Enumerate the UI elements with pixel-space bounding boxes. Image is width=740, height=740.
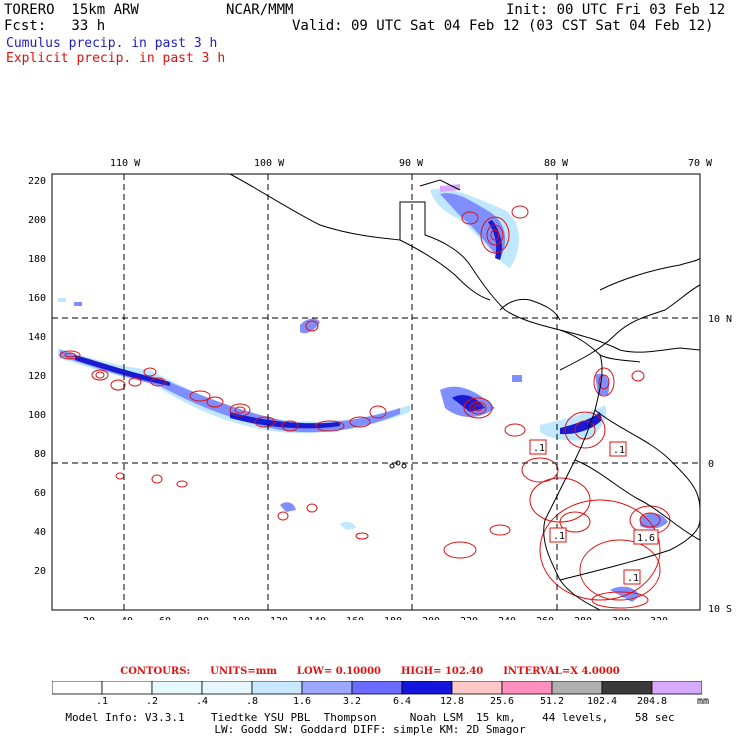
high-box-label: .1 xyxy=(613,445,625,456)
lat-label: 0 xyxy=(708,459,714,470)
x-tick: 300 xyxy=(612,616,630,620)
colorbar-swatch xyxy=(251,681,303,695)
colorbar-swatch xyxy=(351,681,403,695)
x-tick: 280 xyxy=(574,616,592,620)
model-info-line1: Model Info: V3.3.1 Tiedtke YSU PBL Thomp… xyxy=(65,711,675,724)
lat-label: 10 N xyxy=(708,314,732,325)
colorbar-unit: mm xyxy=(697,696,710,707)
colorbar-swatch xyxy=(401,681,453,695)
x-axis-ticks: 20 40 60 80 100 120 140 160 180 200 220 … xyxy=(83,616,668,620)
lon-label: 70 W xyxy=(688,158,713,169)
contours-low: LOW= 0.10000 xyxy=(296,666,381,677)
x-tick: 200 xyxy=(422,616,440,620)
y-tick: 100 xyxy=(28,410,46,421)
high-box-label: 1.6 xyxy=(637,533,655,544)
colorbar-swatch xyxy=(501,681,553,695)
y-tick: 220 xyxy=(28,176,46,187)
colorbar-label: .4 xyxy=(195,696,209,707)
colorbar-swatch xyxy=(651,681,702,695)
y-tick: 140 xyxy=(28,332,46,343)
lon-label: 80 W xyxy=(544,158,569,169)
x-tick: 320 xyxy=(650,616,668,620)
center-name: NCAR/MMM xyxy=(226,2,294,18)
y-tick: 180 xyxy=(28,254,46,265)
x-tick: 40 xyxy=(121,616,133,620)
x-tick: 140 xyxy=(308,616,326,620)
colorbar-swatch xyxy=(301,681,353,695)
y-tick: 120 xyxy=(28,371,46,382)
lon-label: 110 W xyxy=(110,158,141,169)
contours-interval: INTERVAL=X 4.0000 xyxy=(503,666,620,677)
x-tick: 160 xyxy=(346,616,364,620)
contour-info: CONTOURS: UNITS=mm LOW= 0.10000 HIGH= 102.4… xyxy=(0,666,740,677)
latitude-labels: 10 N 0 10 S xyxy=(708,314,732,615)
high-value-boxes xyxy=(529,439,659,585)
graticule xyxy=(52,174,700,610)
colorbar-label: 3.2 xyxy=(342,696,362,707)
colorbar-swatch xyxy=(201,681,253,695)
contours-label: CONTOURS: xyxy=(120,666,191,677)
x-tick: 100 xyxy=(232,616,250,620)
colorbar-swatch xyxy=(551,681,603,695)
x-tick: 240 xyxy=(498,616,516,620)
x-tick: 260 xyxy=(536,616,554,620)
x-tick: 80 xyxy=(197,616,209,620)
high-box-label: .1 xyxy=(627,573,639,584)
lat-label: 10 S xyxy=(708,604,732,615)
colorbar-label: .1 xyxy=(95,696,109,707)
init-time: Init: 00 UTC Fri 03 Feb 12 xyxy=(506,2,726,18)
colorbar-label: .2 xyxy=(145,696,159,707)
colorbar-label: 25.6 xyxy=(489,696,515,707)
high-box-label: .1 xyxy=(533,443,545,454)
high-box-label: .1 xyxy=(553,531,565,542)
x-tick: 120 xyxy=(270,616,288,620)
y-tick: 200 xyxy=(28,215,46,226)
colorbar-label: 1.6 xyxy=(292,696,312,707)
colorbar-swatch xyxy=(601,681,653,695)
y-tick: 60 xyxy=(34,488,46,499)
longitude-labels: 110 W 100 W 90 W 80 W 70 W xyxy=(110,158,713,169)
y-tick: 40 xyxy=(34,527,46,538)
lon-label: 100 W xyxy=(254,158,285,169)
colorbar-label: 6.4 xyxy=(392,696,412,707)
x-tick: 60 xyxy=(159,616,171,620)
colorbar-label: 51.2 xyxy=(539,696,565,707)
colorbar-swatch xyxy=(151,681,203,695)
lon-label: 90 W xyxy=(399,158,424,169)
y-tick: 20 xyxy=(34,566,46,577)
coastlines xyxy=(229,173,701,611)
colorbar xyxy=(52,681,702,695)
x-tick: 220 xyxy=(460,616,478,620)
contours-units: UNITS=mm xyxy=(210,666,277,677)
colorbar-swatch xyxy=(52,681,103,695)
colorbar-swatch xyxy=(451,681,503,695)
contours-high: HIGH= 102.40 xyxy=(400,666,484,677)
y-axis-ticks: 220 200 180 160 140 120 100 80 60 40 20 xyxy=(28,176,46,577)
y-tick: 160 xyxy=(28,293,46,304)
colorbar-label: .8 xyxy=(245,696,259,707)
colorbar-label: 204.8 xyxy=(636,696,668,707)
y-tick: 80 xyxy=(34,449,46,460)
model-title: TORERO 15km ARW xyxy=(4,2,139,18)
colorbar-swatch xyxy=(101,681,153,695)
valid-time: Valid: 09 UTC Sat 04 Feb 12 (03 CST Sat … xyxy=(292,18,714,34)
model-info-line2: LW: Godd SW: Goddard DIFF: simple KM: 2D… xyxy=(214,723,526,736)
high-value-labels: .1 .1 .1 1.6 .1 xyxy=(533,443,655,584)
cumulus-legend-label: Cumulus precip. in past 3 h xyxy=(6,36,218,51)
explicit-legend-label: Explicit precip. in past 3 h xyxy=(6,51,226,66)
map-frame xyxy=(51,173,701,611)
forecast-hour: Fcst: 33 h xyxy=(4,18,106,34)
x-tick: 20 xyxy=(83,616,95,620)
colorbar-label: 102.4 xyxy=(586,696,618,707)
precip-map: .1 .1 .1 1.6 .1 110 W 100 W 90 W 80 W 70… xyxy=(28,158,732,620)
x-tick: 180 xyxy=(384,616,402,620)
colorbar-label: 12.8 xyxy=(439,696,465,707)
